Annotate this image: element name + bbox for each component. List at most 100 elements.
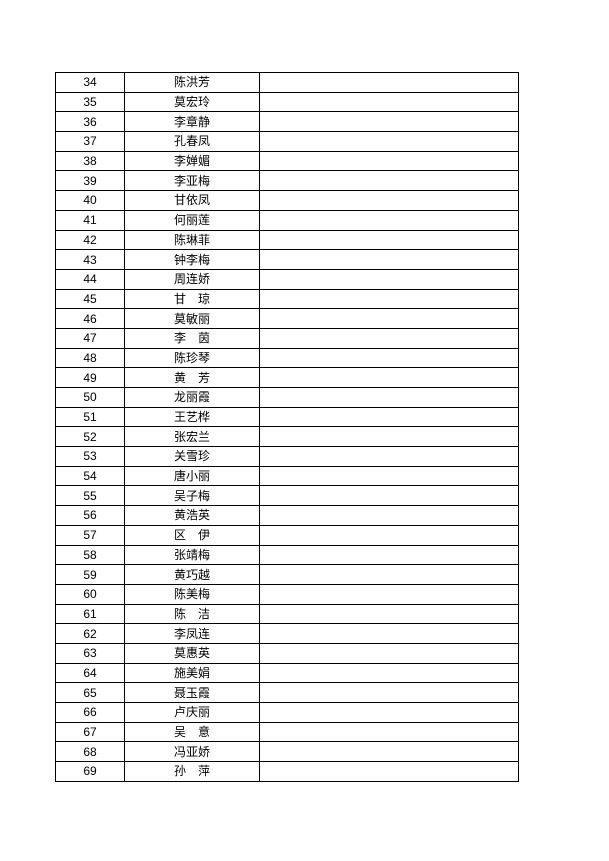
person-name: 张靖梅 (124, 544, 260, 566)
row-number: 49 (55, 367, 125, 388)
table-row: 35 莫宏玲 (55, 91, 519, 113)
row-number: 61 (55, 603, 125, 625)
empty-cell (259, 603, 519, 625)
row-number: 46 (55, 308, 125, 329)
row-number: 37 (55, 131, 125, 152)
row-number: 44 (55, 268, 125, 290)
row-number: 60 (55, 583, 125, 605)
empty-cell (259, 367, 519, 388)
empty-cell (259, 190, 519, 211)
row-number: 43 (55, 249, 125, 270)
empty-cell (259, 426, 519, 448)
row-number: 39 (55, 170, 125, 192)
empty-cell (259, 209, 519, 231)
table-row: 46 莫敏丽 (55, 308, 519, 329)
empty-cell (259, 111, 519, 133)
row-number: 65 (55, 682, 125, 703)
person-name: 陈美梅 (124, 583, 260, 605)
person-name: 聂玉霞 (124, 682, 260, 703)
empty-cell (259, 642, 519, 664)
row-number: 54 (55, 465, 125, 487)
row-number: 67 (55, 721, 125, 743)
person-name: 唐小丽 (124, 465, 260, 487)
row-number: 48 (55, 347, 125, 369)
person-name: 莫敏丽 (124, 308, 260, 329)
table-row: 67 吴 意 (55, 721, 519, 743)
table-row: 59 黄巧越 (55, 564, 519, 585)
row-number: 50 (55, 387, 125, 408)
empty-cell (259, 702, 519, 723)
person-name: 何丽莲 (124, 209, 260, 231)
table-row: 36 李章静 (55, 111, 519, 133)
table-row: 51 王艺桦 (55, 406, 519, 428)
row-number: 59 (55, 564, 125, 585)
row-number: 34 (55, 72, 125, 93)
person-name: 孔春凤 (124, 131, 260, 152)
person-name: 关雪珍 (124, 446, 260, 467)
table-row: 65 聂玉霞 (55, 682, 519, 703)
row-number: 45 (55, 288, 125, 310)
empty-cell (259, 387, 519, 408)
row-number: 40 (55, 190, 125, 211)
person-name: 龙丽霞 (124, 387, 260, 408)
person-name: 莫惠英 (124, 642, 260, 664)
person-name: 吴 意 (124, 721, 260, 743)
empty-cell (259, 583, 519, 605)
table-row: 41 何丽莲 (55, 209, 519, 231)
table-row: 58 张靖梅 (55, 544, 519, 566)
table-body: 34 陈洪芳 35 莫宏玲 36 李章静 37 孔春凤 38 李婵媚 39 李亚梅 40 甘依凤 41 何丽莲… (55, 72, 519, 782)
person-name: 莫宏玲 (124, 91, 260, 113)
table-row: 43 钟李梅 (55, 249, 519, 270)
empty-cell (259, 308, 519, 329)
empty-cell (259, 229, 519, 251)
row-number: 55 (55, 485, 125, 507)
row-number: 66 (55, 702, 125, 723)
empty-cell (259, 564, 519, 585)
person-name: 陈 洁 (124, 603, 260, 625)
person-name: 钟李梅 (124, 249, 260, 270)
row-number: 62 (55, 623, 125, 644)
person-name: 李章静 (124, 111, 260, 133)
empty-cell (259, 446, 519, 467)
table-row: 34 陈洪芳 (55, 72, 519, 93)
person-name: 施美娟 (124, 662, 260, 684)
empty-cell (259, 505, 519, 526)
empty-cell (259, 91, 519, 113)
table-row: 42 陈琳菲 (55, 229, 519, 251)
empty-cell (259, 761, 519, 782)
empty-cell (259, 406, 519, 428)
table-row: 66 卢庆丽 (55, 702, 519, 723)
table-row: 52 张宏兰 (55, 426, 519, 448)
empty-cell (259, 465, 519, 487)
table-row: 68 冯亚娇 (55, 741, 519, 763)
row-number: 52 (55, 426, 125, 448)
empty-cell (259, 623, 519, 644)
row-number: 51 (55, 406, 125, 428)
person-name: 卢庆丽 (124, 702, 260, 723)
table-row: 63 莫惠英 (55, 642, 519, 664)
table-row: 60 陈美梅 (55, 583, 519, 605)
name-list-table: 34 陈洪芳 35 莫宏玲 36 李章静 37 孔春凤 38 李婵媚 39 李亚梅 40 甘依凤 41 何丽莲… (55, 72, 519, 782)
empty-cell (259, 150, 519, 172)
person-name: 张宏兰 (124, 426, 260, 448)
row-number: 56 (55, 505, 125, 526)
person-name: 甘 琼 (124, 288, 260, 310)
table-row: 48 陈珍琴 (55, 347, 519, 369)
empty-cell (259, 288, 519, 310)
person-name: 孙 萍 (124, 761, 260, 782)
empty-cell (259, 327, 519, 349)
person-name: 李凤连 (124, 623, 260, 644)
person-name: 李亚梅 (124, 170, 260, 192)
empty-cell (259, 170, 519, 192)
table-row: 50 龙丽霞 (55, 387, 519, 408)
table-row: 44 周连娇 (55, 268, 519, 290)
person-name: 吴子梅 (124, 485, 260, 507)
table-row: 38 李婵媚 (55, 150, 519, 172)
empty-cell (259, 485, 519, 507)
row-number: 35 (55, 91, 125, 113)
empty-cell (259, 662, 519, 684)
row-number: 38 (55, 150, 125, 172)
table-row: 61 陈 洁 (55, 603, 519, 625)
row-number: 63 (55, 642, 125, 664)
table-row: 57 区 伊 (55, 524, 519, 546)
